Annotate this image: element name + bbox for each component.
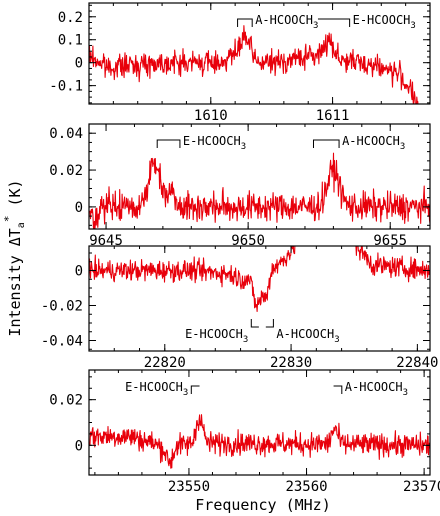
x-tick-label: 1611 — [316, 108, 350, 124]
spectrum-line-2 — [89, 152, 430, 229]
x-tick-label: 9655 — [373, 233, 407, 249]
annotation-bracket — [250, 319, 259, 328]
line-annotation: E-HCOOCH3 — [125, 380, 200, 398]
annotation-label-text: A-HCOOCH — [342, 134, 400, 148]
annotation-bracket — [190, 385, 200, 394]
annotation-label: E-HCOOCH3 — [185, 327, 248, 345]
annotation-label-text: E-HCOOCH — [183, 134, 241, 148]
annotation-label-text: A-HCOOCH — [276, 327, 334, 341]
y-tick-label: -0.04 — [41, 334, 83, 350]
annotation-bracket — [333, 385, 343, 394]
y-tick-label: 0.02 — [49, 163, 83, 179]
y-axis-label-main: Intensity ΔT — [6, 228, 24, 336]
annotation-label-subscript: 3 — [410, 21, 415, 31]
x-tick-label: 23550 — [168, 479, 210, 495]
annotation-bracket — [156, 139, 181, 148]
line-annotation: A-HCOOCH3 — [333, 380, 408, 398]
annotation-label: E-HCOOCH3 — [125, 380, 188, 398]
x-axis-label: Frequency (MHz) — [195, 496, 330, 514]
annotation-label-subscript: 3 — [400, 142, 405, 152]
x-tick-label: 22840 — [396, 355, 438, 371]
annotation-label: A-HCOOCH3 — [345, 380, 408, 398]
annotation-label: E-HCOOCH3 — [353, 13, 416, 31]
annotation-bracket — [265, 319, 274, 328]
y-tick-label: 0 — [75, 200, 83, 216]
annotation-label-subscript: 3 — [403, 388, 408, 398]
annotation-bracket — [317, 18, 351, 27]
spectrum-panels: 1610 1611-0.100.10.2 A-HCOOCH3 E-HCOOCH3964… — [41, 2, 440, 495]
annotation-label-text: A-HCOOCH — [255, 13, 313, 27]
plot-frame-3 — [88, 245, 431, 352]
annotation-label-subscript: 3 — [334, 335, 339, 345]
spectrum-panel-1: 1610 1611-0.100.10.2 A-HCOOCH3 E-HCOOCH3 — [49, 2, 431, 124]
plot-frame-2 — [88, 123, 431, 230]
annotation-label: A-HCOOCH3 — [342, 134, 405, 152]
annotation-label-text: E-HCOOCH — [353, 13, 411, 27]
line-annotation: E-HCOOCH3 — [185, 319, 259, 345]
x-tick-label: 9645 — [89, 233, 123, 249]
x-tick-label: 9650 — [231, 233, 265, 249]
line-annotation: A-HCOOCH3 — [265, 319, 340, 345]
y-tick-label: 0.04 — [49, 126, 83, 142]
x-tick-label: 22830 — [270, 355, 312, 371]
annotation-label-text: A-HCOOCH — [345, 380, 403, 394]
annotation-bracket — [312, 139, 340, 148]
y-tick-label: -0.1 — [49, 79, 83, 95]
y-tick-label: -0.02 — [41, 299, 83, 315]
annotation-label: A-HCOOCH3 — [276, 327, 339, 345]
line-annotation: A-HCOOCH3 — [312, 134, 405, 152]
y-tick-label: 0 — [75, 264, 83, 280]
y-axis-label: Intensity ΔTa* (K) — [2, 179, 27, 336]
line-annotation: E-HCOOCH3 — [156, 134, 246, 152]
line-annotation: A-HCOOCH3 — [237, 13, 318, 31]
spectrum-line-1 — [89, 25, 419, 104]
y-axis-label-subscript: a — [16, 222, 27, 228]
y-tick-label: 0.2 — [58, 10, 83, 26]
y-tick-label: 0 — [75, 56, 83, 72]
y-tick-label: 0.02 — [49, 393, 83, 409]
x-tick-label: 22820 — [144, 355, 186, 371]
y-tick-label: 0 — [75, 438, 83, 454]
y-tick-label: 0.1 — [58, 33, 83, 49]
annotation-label-text: E-HCOOCH — [185, 327, 243, 341]
annotation-label-text: E-HCOOCH — [125, 380, 183, 394]
annotation-label-subscript: 3 — [313, 21, 318, 31]
y-axis-label-superscript: * — [2, 216, 15, 223]
line-annotation: E-HCOOCH3 — [317, 13, 416, 31]
annotation-label-subscript: 3 — [183, 388, 188, 398]
annotation-label: A-HCOOCH3 — [255, 13, 318, 31]
x-tick-label: 1610 — [194, 108, 228, 124]
annotation-label-subscript: 3 — [241, 142, 246, 152]
spectrum-line-3 — [89, 246, 430, 313]
annotation-bracket — [237, 18, 253, 27]
spectrum-line-4 — [89, 414, 430, 469]
annotation-label: E-HCOOCH3 — [183, 134, 246, 152]
y-axis-label-unit: (K) — [6, 179, 24, 215]
annotation-label-subscript: 3 — [243, 335, 248, 345]
x-tick-label: 23560 — [285, 479, 327, 495]
